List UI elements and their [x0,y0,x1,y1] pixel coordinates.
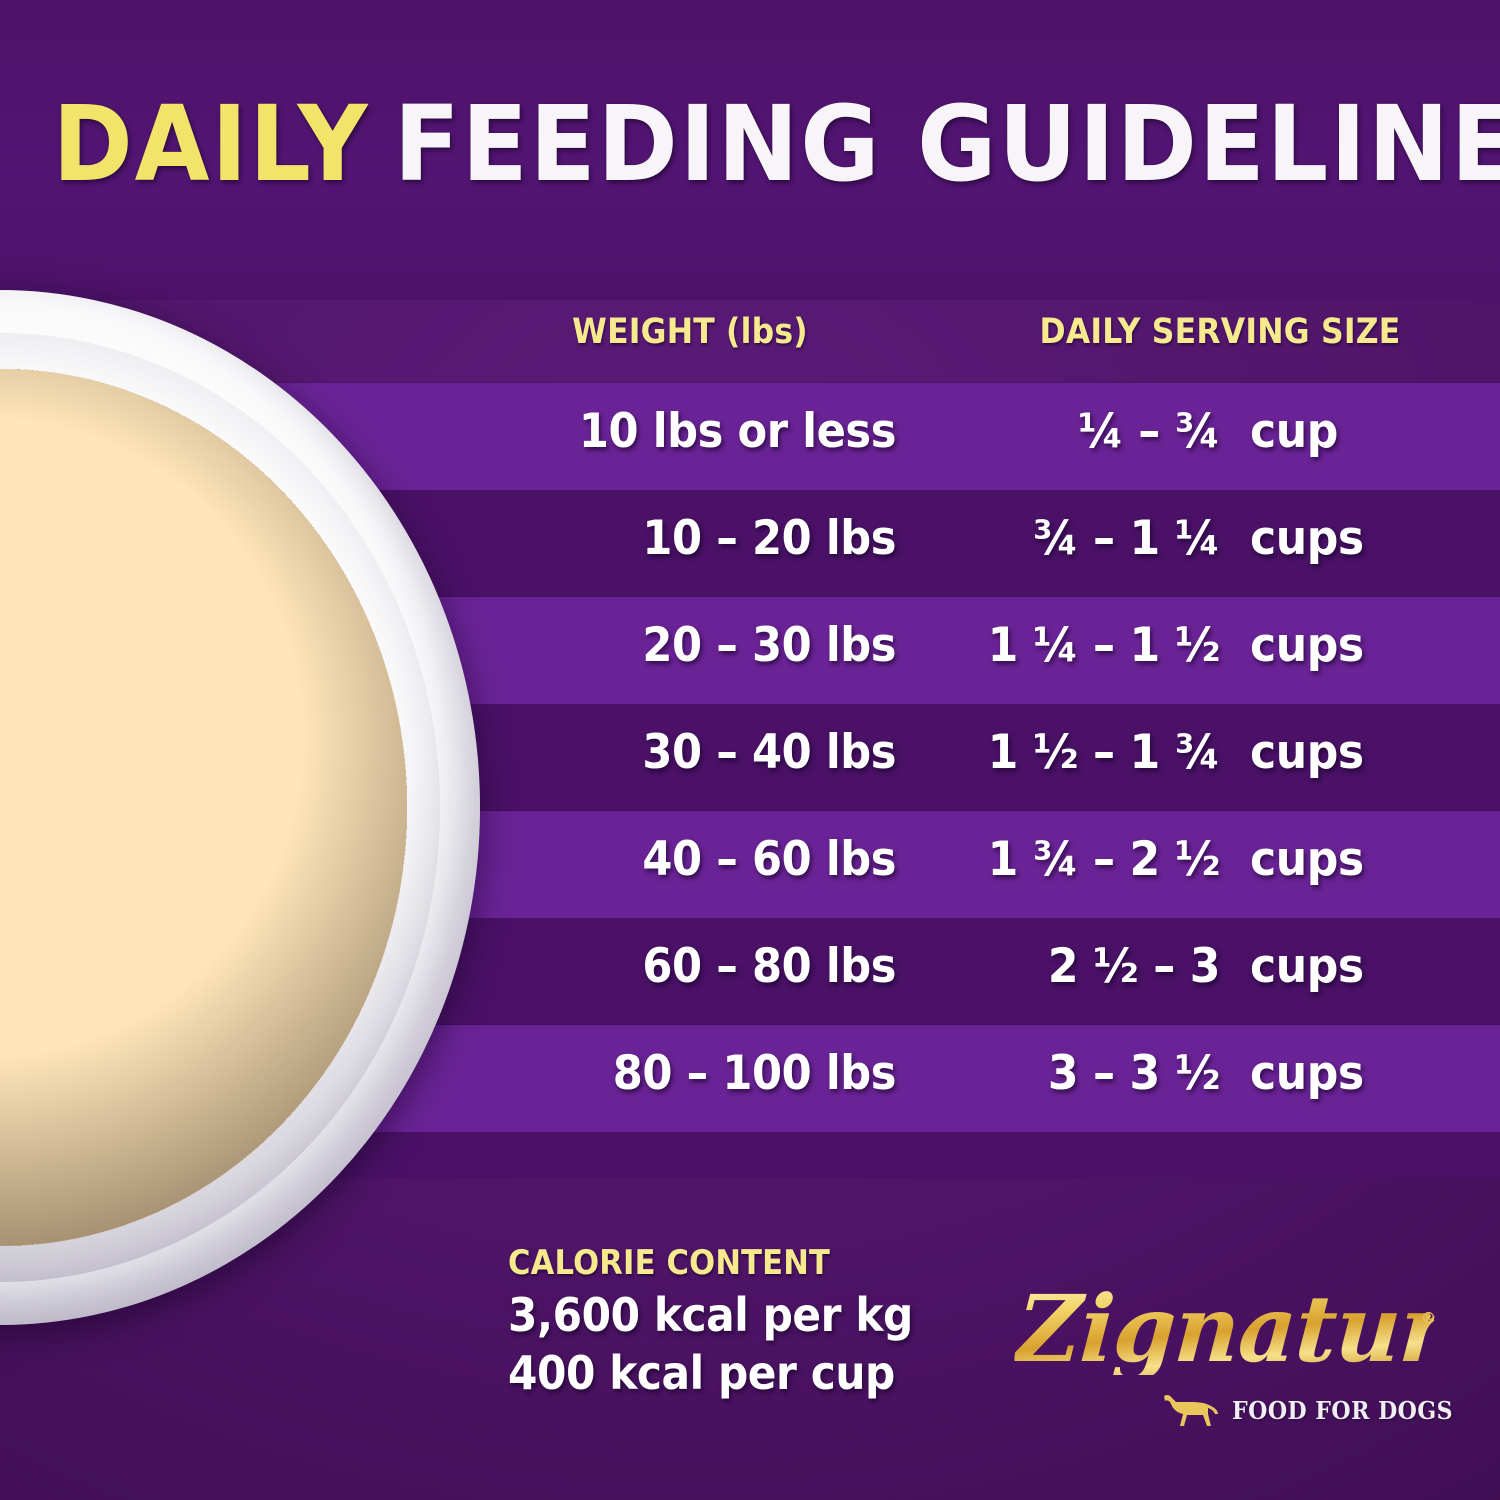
dog-silhouette-icon [1162,1393,1220,1427]
cell-serving-amount: ¼ – ¾ [1078,404,1220,459]
cell-serving-amount: 1 ¼ – 1 ½ [987,618,1221,673]
table-row: 20 – 30 lbs 1 ¼ – 1 ½ cups [480,592,1490,699]
cell-serving-unit: cups [1250,939,1364,994]
cell-weight: 40 – 60 lbs [642,832,896,887]
logo-tagline: FOOD FOR DOGS [1232,1395,1454,1425]
column-header-weight: WEIGHT (lbs) [572,312,808,352]
cell-serving-unit: cups [1250,511,1364,566]
calorie-content-label: CALORIE CONTENT [508,1243,831,1283]
registered-trademark-mark: ® [1421,1309,1436,1327]
table-header-row: WEIGHT (lbs) DAILY SERVING SIZE [480,308,1490,378]
title-word-daily: DAILY [52,83,370,205]
table-row: 10 lbs or less ¼ – ¾ cup [480,378,1490,485]
cell-serving-amount: 1 ½ – 1 ¾ [987,725,1221,780]
table-band-8 [0,1132,1500,1178]
cell-weight: 10 – 20 lbs [642,511,896,566]
cell-serving-amount: 2 ½ – 3 [1047,939,1221,994]
brand-logo: Zignature ® FOOD FOR DOGS [1010,1275,1500,1475]
cell-serving-amount: 1 ¾ – 2 ½ [987,832,1221,887]
title-word-feeding-guidelines: FEEDING GUIDELINES [393,83,1500,205]
cell-serving-amount: ¾ – 1 ¼ [1032,511,1221,566]
cell-serving-unit: cups [1250,1046,1364,1101]
cell-serving-unit: cups [1250,832,1364,887]
table-row: 60 – 80 lbs 2 ½ – 3 cups [480,913,1490,1020]
cell-serving-unit: cups [1250,618,1364,673]
cell-weight: 10 lbs or less [578,404,897,459]
table-row: 10 – 20 lbs ¾ – 1 ¼ cups [480,485,1490,592]
cell-weight: 60 – 80 lbs [642,939,896,994]
feeding-table: WEIGHT (lbs) DAILY SERVING SIZE 10 lbs o… [480,308,1490,1127]
column-header-serving: DAILY SERVING SIZE [1039,312,1401,352]
calorie-per-cup-value: 400 kcal per cup [508,1346,895,1401]
calorie-per-kg-value: 3,600 kcal per kg [508,1288,913,1343]
cell-weight: 30 – 40 lbs [642,725,896,780]
logo-tagline-row: FOOD FOR DOGS [1162,1393,1472,1427]
cell-weight: 80 – 100 lbs [612,1046,897,1101]
table-row: 80 – 100 lbs 3 – 3 ½ cups [480,1020,1490,1127]
brand-wordmark: Zignature [1012,1275,1500,1383]
table-row: 30 – 40 lbs 1 ½ – 1 ¾ cups [480,699,1490,806]
table-row: 40 – 60 lbs 1 ¾ – 2 ½ cups [480,806,1490,913]
cell-weight: 20 – 30 lbs [642,618,896,673]
page-title: DAILY FEEDING GUIDELINES [53,92,1500,196]
background-header-block [0,0,1500,300]
cell-serving-amount: 3 – 3 ½ [1047,1046,1221,1101]
cell-serving-unit: cups [1250,725,1364,780]
cell-serving-unit: cup [1250,404,1338,459]
calorie-content-block: CALORIE CONTENT 3,600 kcal per kg 400 kc… [508,1243,928,1401]
